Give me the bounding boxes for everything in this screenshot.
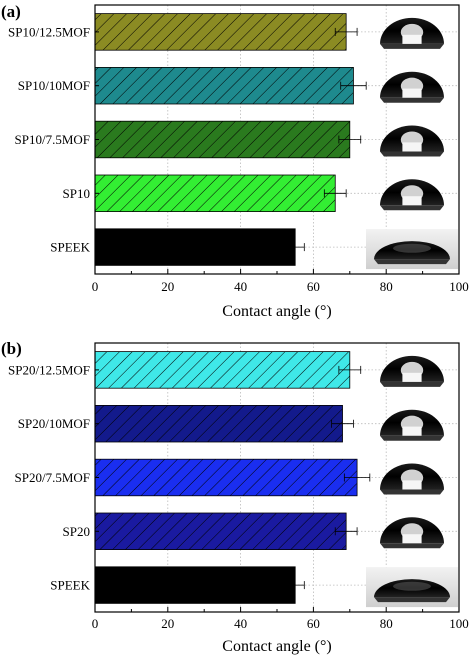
category-label: SP20/10MOF — [18, 416, 90, 431]
droplet-image — [380, 17, 444, 49]
error-bar-4 — [323, 189, 347, 198]
error-bar-2 — [331, 419, 354, 428]
x-tick-label: 40 — [234, 279, 247, 294]
error-bar-3 — [338, 135, 362, 144]
bar-hatch — [95, 13, 347, 51]
droplet-image — [380, 179, 444, 211]
error-bar-5 — [285, 581, 305, 590]
droplet-image — [380, 71, 444, 103]
droplet-image — [380, 517, 444, 549]
x-tick-label: 100 — [449, 279, 469, 294]
error-bar-1 — [334, 27, 358, 36]
x-tick-label: 40 — [234, 616, 247, 631]
error-bar-3 — [343, 473, 371, 482]
category-label: SP10 — [63, 186, 90, 201]
category-label: SP20 — [63, 524, 90, 539]
bar-hatch — [95, 121, 350, 158]
x-tick-label: 0 — [92, 279, 99, 294]
droplet-image — [380, 463, 444, 495]
x-tick-label: 20 — [161, 616, 174, 631]
x-tick-label: 0 — [92, 616, 99, 631]
droplet-image — [380, 409, 444, 441]
bar-hatch — [95, 67, 354, 104]
x-tick-label: 100 — [449, 616, 469, 631]
chart-panel-1: SP10/12.5MOF SP10/10MOF SP10/7.5MOF SP10 SPE… — [1, 2, 469, 320]
chart-panel-2: SP20/12.5MOF SP20/10MOF SP20/7.5MOF SP20 SPE… — [1, 339, 469, 655]
bar-hatch — [95, 459, 358, 496]
bar-hatch — [95, 405, 343, 442]
x-axis-label: Contact angle (°) — [222, 638, 331, 655]
category-label: SP10/7.5MOF — [15, 132, 91, 147]
bar-hatch — [95, 351, 350, 389]
bar-hatch — [95, 513, 347, 550]
category-label: SP10/12.5MOF — [8, 24, 90, 39]
droplet-image — [380, 125, 444, 157]
error-bar-4 — [334, 527, 358, 536]
x-tick-label: 80 — [380, 279, 393, 294]
x-tick-label: 20 — [161, 279, 174, 294]
bar-5 — [94, 566, 296, 604]
category-label: SPEEK — [50, 578, 90, 593]
bar-5 — [94, 228, 296, 266]
category-label: SP20/7.5MOF — [15, 470, 91, 485]
error-bar-2 — [340, 81, 367, 90]
x-tick-label: 60 — [307, 616, 320, 631]
droplet-image — [366, 567, 458, 608]
category-label: SP10/10MOF — [18, 78, 90, 93]
panel-label: (b) — [1, 339, 22, 358]
category-label: SP20/12.5MOF — [8, 362, 90, 377]
panel-label: (a) — [1, 2, 21, 21]
category-label: SPEEK — [50, 240, 90, 255]
x-tick-label: 80 — [380, 616, 393, 631]
x-tick-label: 60 — [307, 279, 320, 294]
error-bar-5 — [285, 243, 305, 252]
droplet-image — [366, 229, 458, 270]
error-bar-1 — [338, 365, 362, 374]
droplet-image — [380, 355, 444, 387]
bar-hatch — [95, 175, 336, 212]
x-axis-label: Contact angle (°) — [222, 303, 331, 320]
